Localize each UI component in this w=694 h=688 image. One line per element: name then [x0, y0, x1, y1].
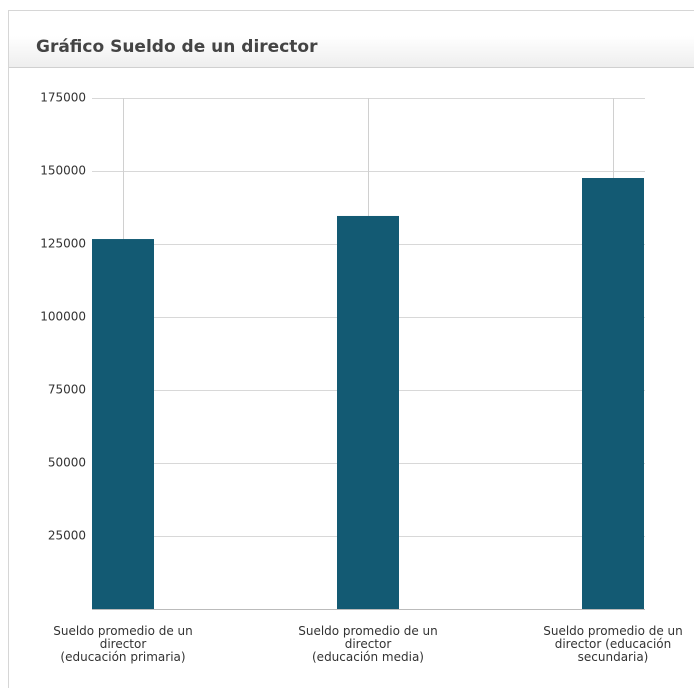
y-tick-label: 125000	[40, 237, 86, 251]
bar	[337, 215, 399, 609]
x-tick-label: Sueldo promedio de un director (educació…	[543, 624, 683, 664]
y-tick-label: 50000	[48, 456, 86, 470]
y-tick-label: 175000	[40, 91, 86, 105]
y-tick-label: 100000	[40, 310, 86, 324]
bar	[92, 239, 154, 609]
x-tick-label: Sueldo promedio de un director (educació…	[298, 624, 438, 664]
y-tick-label: 75000	[48, 383, 86, 397]
panel-header	[9, 36, 694, 67]
y-tick-label: 150000	[40, 164, 86, 178]
chart-title: Gráfico Sueldo de un director	[36, 37, 318, 57]
bar	[582, 178, 644, 609]
x-tick-label: Sueldo promedio de un director (educació…	[53, 624, 193, 664]
y-tick-label: 25000	[48, 529, 86, 543]
